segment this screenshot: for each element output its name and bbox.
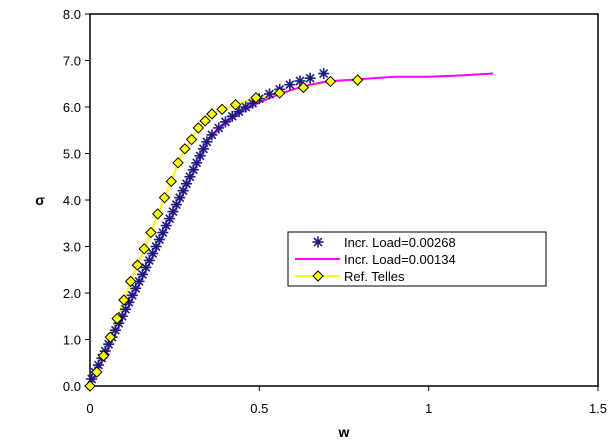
legend-label: Incr. Load=0.00268	[344, 235, 456, 250]
data-point-asterisk	[284, 79, 296, 91]
y-tick-label: 2.0	[63, 286, 81, 301]
asterisk-stroke	[207, 130, 217, 140]
data-point-diamond	[118, 294, 130, 306]
data-point-diamond	[216, 103, 228, 116]
legend-entry-ref-telles: Ref. Telles	[295, 269, 405, 284]
legend-asterisk	[312, 236, 324, 248]
data-point-diamond	[165, 175, 177, 188]
y-tick-label: 7.0	[63, 54, 81, 69]
data-point-diamond	[324, 75, 337, 88]
x-tick-label: 1.5	[589, 401, 607, 416]
data-point-diamond	[84, 380, 96, 392]
asterisk-stroke	[285, 80, 295, 90]
data-point-asterisk	[226, 110, 238, 122]
y-tick-label: 4.0	[63, 193, 81, 208]
y-axis-ticks: 0.0 1.0 2.0 3.0 4.0 5.0 6.0 7.0 8.0	[63, 7, 90, 394]
series-ref-telles-markers	[84, 74, 364, 392]
asterisk-stroke	[227, 111, 237, 121]
y-tick-label: 8.0	[63, 7, 81, 22]
series-layer	[84, 68, 494, 392]
y-tick-label: 0.0	[63, 379, 81, 394]
data-point-asterisk	[136, 268, 148, 280]
y-tick-label: 5.0	[63, 147, 81, 162]
asterisk-stroke	[241, 102, 251, 112]
legend: Incr. Load=0.00268 Incr. Load=0.00134 Re…	[287, 231, 547, 287]
data-point-asterisk	[318, 68, 330, 80]
y-axis-label: σ	[35, 192, 45, 208]
data-point-diamond	[351, 74, 364, 86]
data-point-asterisk	[263, 88, 275, 100]
legend-label: Ref. Telles	[344, 269, 405, 284]
data-point-diamond	[273, 87, 286, 99]
data-point-diamond	[172, 157, 184, 169]
x-tick-label: 1	[425, 401, 432, 416]
asterisk-stroke	[305, 73, 315, 83]
x-axis-label: w	[338, 424, 350, 440]
data-point-diamond	[192, 122, 205, 134]
legend-diamond-marker	[312, 270, 324, 282]
data-point-diamond	[145, 226, 157, 239]
data-point-diamond	[250, 91, 262, 104]
asterisk-stroke	[265, 89, 274, 99]
data-point-asterisk	[201, 136, 213, 148]
data-point-diamond	[158, 191, 171, 204]
asterisk-stroke	[202, 137, 212, 147]
y-tick-label: 1.0	[63, 333, 81, 348]
data-point-diamond	[138, 243, 150, 255]
data-point-diamond	[185, 133, 198, 146]
asterisk-stroke	[319, 69, 329, 78]
data-point-diamond	[111, 312, 123, 325]
legend-diamond	[312, 270, 324, 282]
asterisk-stroke	[234, 107, 244, 117]
data-point-diamond	[152, 208, 164, 220]
y-tick-label: 3.0	[63, 240, 81, 255]
data-point-diamond	[91, 366, 103, 378]
data-point-diamond	[179, 143, 191, 155]
data-point-asterisk	[206, 129, 218, 141]
y-tick-label: 6.0	[63, 100, 81, 115]
asterisk-stroke	[220, 117, 230, 127]
x-tick-label: 0	[86, 401, 93, 416]
data-point-asterisk	[304, 72, 316, 84]
x-tick-label: 0.5	[250, 401, 268, 416]
data-point-diamond	[297, 81, 310, 94]
data-point-diamond	[131, 259, 144, 271]
data-point-diamond	[206, 108, 218, 120]
data-point-asterisk	[219, 116, 231, 128]
data-point-diamond	[124, 275, 137, 288]
asterisk-stroke	[313, 237, 323, 247]
data-point-diamond	[199, 115, 211, 127]
x-axis-ticks: 0 0.5 1 1.5	[86, 386, 607, 416]
legend-label: Incr. Load=0.00134	[344, 252, 456, 267]
asterisk-stroke	[295, 76, 305, 86]
data-point-diamond	[104, 331, 117, 343]
legend-entry-incr-load-0.00134: Incr. Load=0.00134	[295, 252, 456, 267]
data-point-diamond	[229, 98, 242, 111]
data-point-diamond	[97, 350, 110, 362]
plot-area	[89, 13, 599, 387]
legend-asterisk-marker	[312, 236, 324, 248]
legend-entry-incr-load-0.00268: Incr. Load=0.00268	[312, 235, 456, 250]
plot-frame	[89, 13, 599, 387]
